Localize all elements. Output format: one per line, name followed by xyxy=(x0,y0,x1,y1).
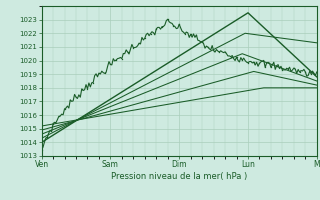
X-axis label: Pression niveau de la mer( hPa ): Pression niveau de la mer( hPa ) xyxy=(111,172,247,181)
